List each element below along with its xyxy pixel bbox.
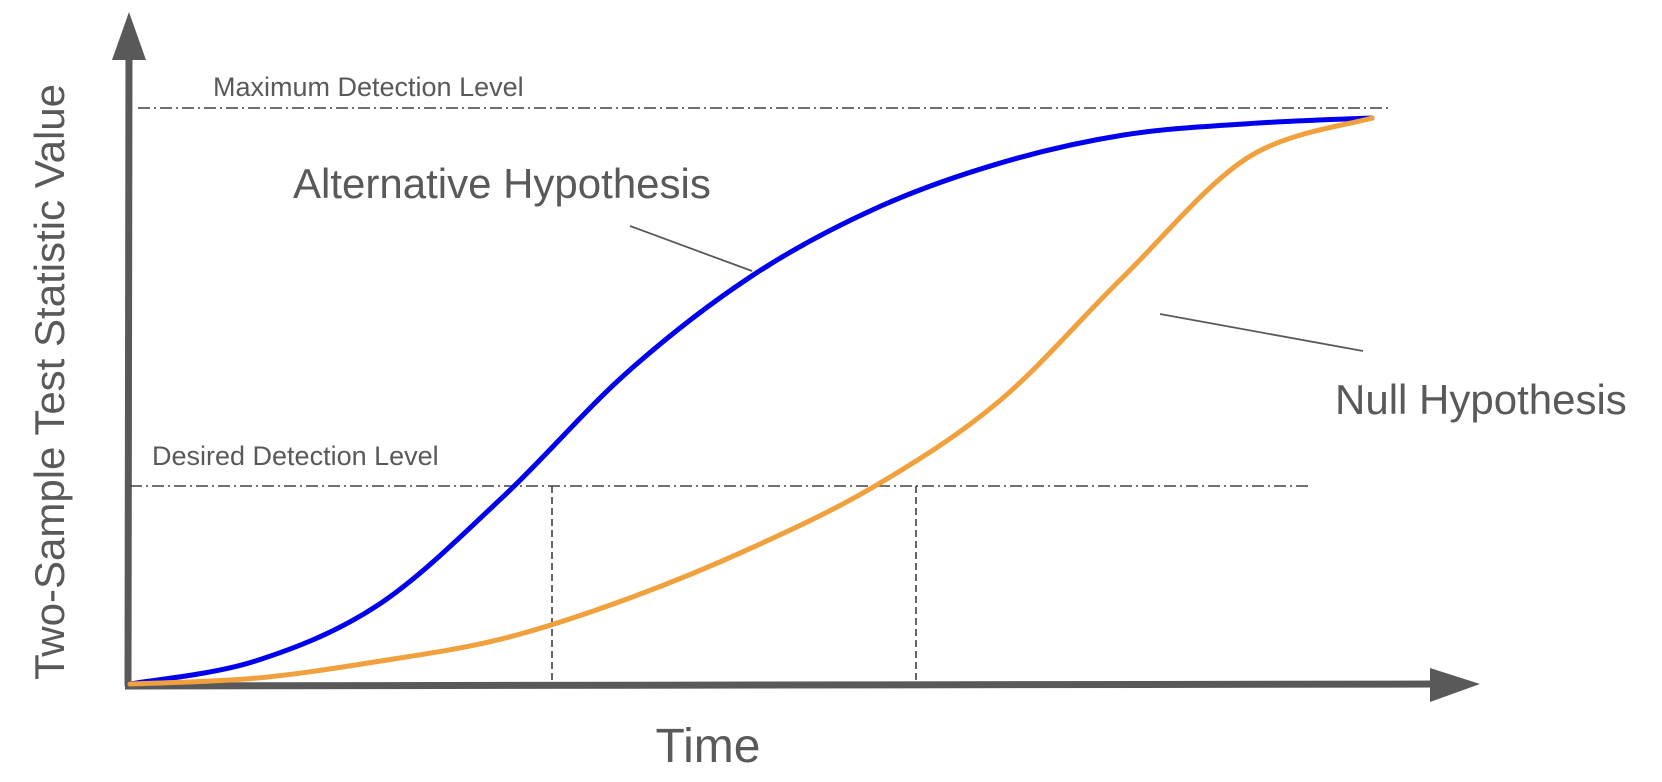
alternative-hypothesis-label: Alternative Hypothesis — [293, 160, 711, 207]
x-axis-line — [124, 680, 1441, 690]
y-axis-arrowhead — [112, 12, 146, 60]
max-detection-label: Maximum Detection Level — [213, 72, 524, 102]
alternative-hypothesis-curve — [127, 115, 1375, 687]
y-axis-line — [124, 49, 133, 687]
null-hypothesis-curve — [127, 115, 1375, 687]
x-axis-label: Time — [656, 720, 761, 773]
alternative-leader-line — [629, 225, 753, 272]
x-axis-arrowhead — [1430, 668, 1480, 702]
null-hypothesis-label: Null Hypothesis — [1335, 376, 1627, 423]
desired-detection-label: Desired Detection Level — [152, 441, 439, 471]
null-leader-line — [1159, 313, 1364, 352]
y-axis-label: Two-Sample Test Statistic Value — [26, 84, 73, 680]
